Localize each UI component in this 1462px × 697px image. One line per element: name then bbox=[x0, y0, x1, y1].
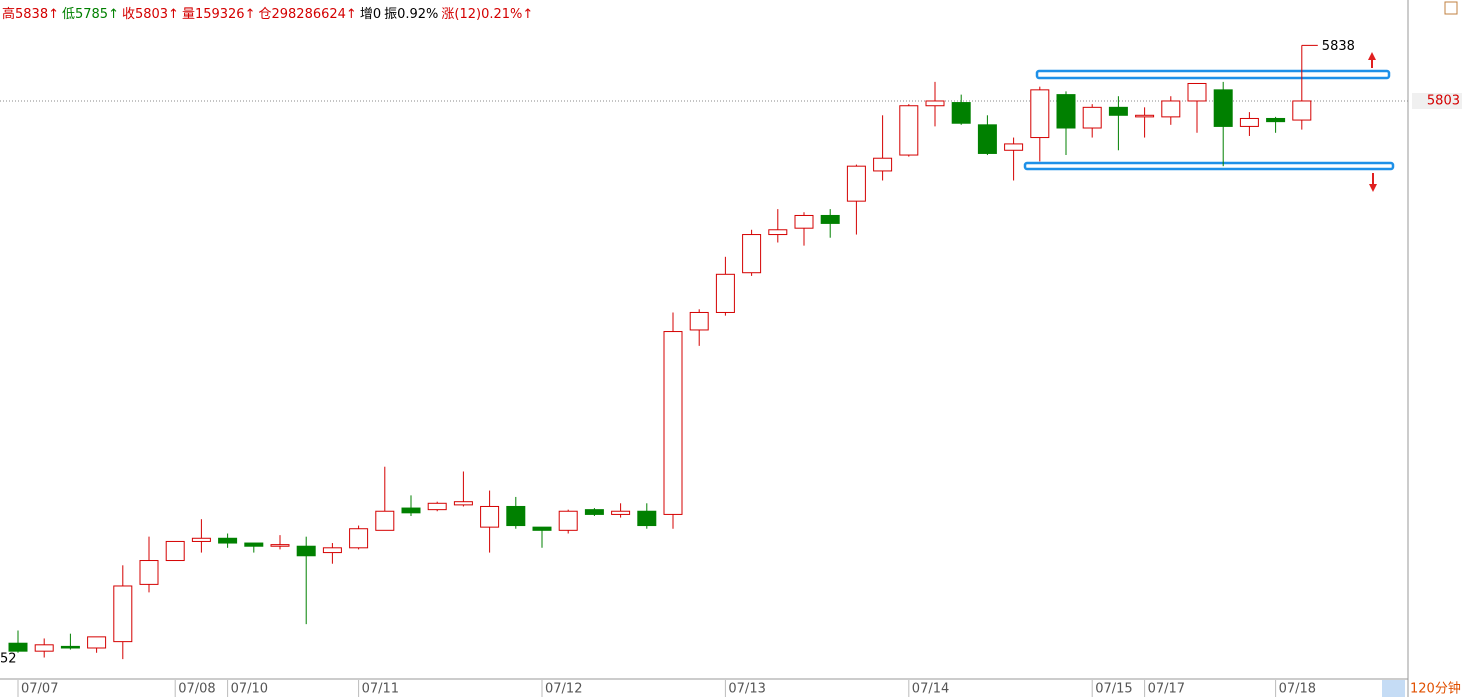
candle-body bbox=[846, 165, 866, 202]
price-label-bg bbox=[1412, 92, 1462, 109]
candle-body bbox=[506, 505, 526, 527]
header-item: 增0 bbox=[359, 7, 382, 22]
drawn-box bbox=[1035, 69, 1391, 80]
x-tick-label: 07/18 bbox=[1279, 682, 1316, 697]
candle-body bbox=[689, 311, 709, 331]
candle-body bbox=[60, 645, 80, 649]
low-label: 52 bbox=[0, 652, 17, 667]
x-tick-label: 07/10 bbox=[231, 682, 268, 697]
x-tick-label: 07/08 bbox=[178, 682, 215, 697]
x-tick-label: 07/15 bbox=[1095, 682, 1132, 697]
candle-body bbox=[925, 100, 945, 107]
candle-body bbox=[34, 644, 54, 652]
candle-body bbox=[637, 510, 657, 527]
x-tick-label: 07/12 bbox=[545, 682, 582, 697]
price-label: 5803 bbox=[1427, 93, 1460, 108]
header-item: 高5838↑ bbox=[2, 7, 59, 22]
candle-body bbox=[401, 507, 421, 514]
x-tick-label: 07/13 bbox=[728, 682, 765, 697]
candle-body bbox=[820, 214, 840, 224]
candle-body bbox=[1161, 100, 1181, 118]
candle-body bbox=[1135, 114, 1155, 118]
period-label[interactable]: 120分钟 bbox=[1410, 681, 1461, 697]
header-item: 低5785↑ bbox=[61, 7, 119, 22]
candle-body bbox=[1030, 89, 1050, 139]
candle-body bbox=[1187, 82, 1207, 102]
candle-body bbox=[139, 560, 159, 585]
candle-body bbox=[1108, 106, 1128, 116]
candle-body bbox=[873, 157, 893, 172]
candle-body bbox=[558, 510, 578, 531]
candle-body bbox=[1082, 106, 1102, 129]
candle-body bbox=[532, 526, 552, 531]
high-label: 5838 bbox=[1322, 39, 1355, 54]
candle-body bbox=[480, 505, 500, 528]
header-item: 量159326↑ bbox=[181, 7, 256, 22]
candle-body bbox=[218, 537, 238, 544]
candle-body bbox=[87, 636, 107, 649]
candle-body bbox=[1213, 89, 1233, 127]
x-tick-label: 07/14 bbox=[912, 682, 949, 697]
header: 高5838↑ 低5785↑ 收5803↑ 量159326↑ 仓298286624↑ 增0 振… bbox=[2, 3, 536, 22]
header-item: 仓298286624↑ bbox=[258, 7, 357, 22]
candle-body bbox=[1056, 94, 1076, 129]
header-item: 收5803↑ bbox=[121, 7, 179, 22]
candle-body bbox=[951, 102, 971, 124]
candle-body bbox=[375, 510, 395, 531]
candle-body bbox=[768, 229, 788, 236]
header-item: 涨(12)0.21%↑ bbox=[441, 7, 534, 22]
x-tick-label: 07/07 bbox=[21, 682, 58, 697]
candle-body bbox=[663, 331, 683, 515]
candle-body bbox=[584, 509, 604, 515]
candle-body bbox=[191, 537, 211, 542]
candle-body bbox=[453, 501, 473, 506]
candle-body bbox=[244, 542, 264, 547]
x-tick-label: 07/11 bbox=[362, 682, 399, 697]
candle-body bbox=[270, 544, 290, 547]
candle-body bbox=[8, 642, 28, 652]
settings-icon[interactable] bbox=[1444, 1, 1458, 15]
arrow-down-head bbox=[1369, 184, 1377, 192]
candle-body bbox=[296, 545, 316, 557]
candle-body bbox=[113, 585, 133, 643]
candle-body bbox=[715, 273, 735, 313]
candle-body bbox=[1292, 100, 1312, 121]
candle-body bbox=[611, 510, 631, 515]
candle-body bbox=[742, 234, 762, 274]
candle-body bbox=[1266, 117, 1286, 123]
candle-body bbox=[1004, 143, 1024, 151]
candle-body bbox=[165, 540, 185, 562]
candle-body bbox=[794, 214, 814, 229]
candle-body bbox=[1239, 117, 1259, 127]
drawn-box bbox=[1023, 161, 1395, 171]
header-item: 振0.92% bbox=[384, 7, 439, 22]
candle-body bbox=[899, 105, 919, 156]
candle-body bbox=[427, 502, 447, 511]
scroll-thumb[interactable] bbox=[1382, 680, 1405, 697]
candle-body bbox=[977, 124, 997, 154]
arrow-up-head bbox=[1368, 52, 1376, 60]
candle-body bbox=[349, 528, 369, 549]
x-tick-label: 07/17 bbox=[1148, 682, 1185, 697]
candle-body bbox=[322, 547, 342, 554]
